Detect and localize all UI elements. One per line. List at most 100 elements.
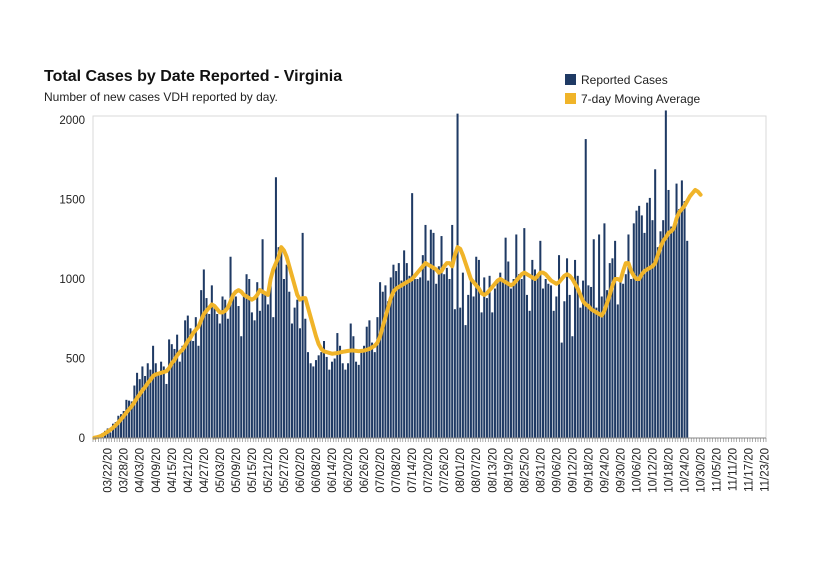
bar [616,304,619,438]
bar [443,274,446,438]
bar [296,299,299,438]
x-tick-label: 07/26/20 [439,448,451,493]
x-tick-label: 09/30/20 [615,448,627,493]
x-tick-label: 10/06/20 [631,448,643,493]
bar [189,328,192,438]
bar [579,307,582,438]
bar [678,209,681,438]
bar [347,363,350,438]
bar [504,237,507,438]
bar [429,229,432,438]
bar [608,263,611,438]
bar [306,352,310,438]
bar [499,272,502,438]
bar [141,366,144,438]
bar [320,352,323,438]
bar [138,379,141,438]
bar [181,345,184,438]
bar [160,361,163,438]
bar [563,301,566,438]
x-tick-label: 10/24/20 [680,448,692,493]
bar [269,277,272,438]
bar [574,259,577,438]
bar [226,318,229,438]
x-tick-label: 04/21/20 [183,448,195,493]
y-tick-label: 1000 [59,274,85,286]
bar [170,344,173,438]
x-tick-label: 04/03/20 [135,448,147,493]
bar [638,205,641,438]
bar [568,294,571,438]
bar [280,250,283,438]
bar [272,317,275,438]
bar [408,275,411,438]
bar [421,255,424,438]
bar [662,220,665,438]
bar [640,215,643,438]
bar [232,294,235,438]
bar [288,291,291,438]
x-tick-label: 05/09/20 [231,448,243,493]
bar [405,263,408,438]
bar [253,320,256,438]
bar [619,279,622,438]
bar [635,210,638,438]
bar [218,323,221,438]
x-tick-label: 07/14/20 [407,448,419,493]
bar [517,274,520,438]
bar [339,345,342,438]
bar [416,279,419,438]
bar [523,228,526,438]
bar [274,177,277,439]
legend-label-average: 7-day Moving Average [581,91,701,106]
bar [349,323,352,438]
x-tick-label: 08/25/20 [519,448,531,493]
bar [384,285,387,438]
bar [331,361,334,438]
bar [368,320,371,438]
bar [622,283,625,438]
x-tick-label: 08/31/20 [535,448,547,493]
bar [656,247,659,438]
bar [328,369,331,438]
x-tick-label: 10/30/20 [696,448,708,493]
bar [266,304,269,438]
bar [392,264,395,438]
bar [606,290,609,438]
bar [587,285,590,438]
bar [336,333,339,438]
bar [234,296,237,438]
bar [419,277,422,438]
x-tick-label: 05/03/20 [215,448,227,493]
bar [373,352,376,438]
bar [376,317,379,438]
bar [133,385,136,438]
bar [472,296,475,438]
y-tick-label: 2000 [59,115,85,127]
bar [560,342,563,438]
bar [469,279,472,438]
bar [355,361,358,438]
bar [301,232,304,438]
bar [541,288,545,438]
x-tick-label: 11/23/20 [760,448,772,492]
x-tick-label: 11/05/20 [712,448,724,492]
bar [298,328,301,438]
bar [483,277,486,438]
bar [400,280,403,438]
bar [112,423,115,438]
bar [627,234,630,438]
x-tick-label: 04/15/20 [167,448,179,493]
x-tick-label: 11/11/20 [728,448,740,491]
bar [165,383,168,438]
bar [485,298,488,438]
bar [333,358,336,438]
x-tick-label: 05/21/20 [263,448,275,493]
bar [312,366,315,438]
bar [528,310,531,438]
x-tick-label: 03/28/20 [119,448,131,493]
bar [176,334,179,438]
bar [552,310,555,438]
bar [229,256,232,438]
